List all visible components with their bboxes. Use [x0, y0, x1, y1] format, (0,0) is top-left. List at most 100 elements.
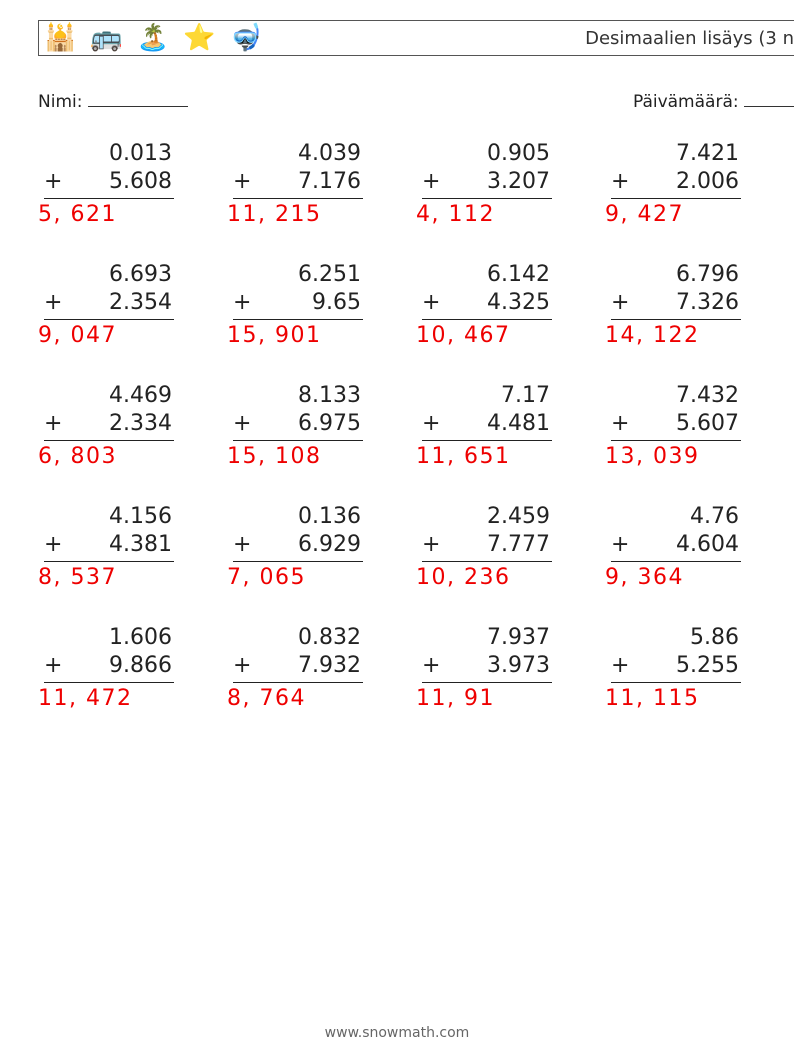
- answer: 11, 115: [605, 685, 755, 713]
- plus-icon: +: [422, 289, 440, 317]
- date-blank: [744, 92, 794, 107]
- answer: 10, 236: [416, 564, 566, 592]
- addend-bottom: +2.334: [44, 410, 174, 441]
- problem-stack: 5.86+5.255: [611, 624, 741, 683]
- plus-icon: +: [611, 531, 629, 559]
- problem: 6.693+2.3549, 047: [38, 261, 227, 350]
- addend-bottom-value: 3.207: [487, 169, 550, 194]
- problem-stack: 8.133+6.975: [233, 382, 363, 441]
- addend-bottom: +4.481: [422, 410, 552, 441]
- problem: 0.136+6.9297, 065: [227, 503, 416, 592]
- footer-url: www.snowmath.com: [0, 1025, 794, 1041]
- plus-icon: +: [233, 531, 251, 559]
- addend-bottom: +4.381: [44, 531, 174, 562]
- plus-icon: +: [44, 652, 62, 680]
- addend-top: 7.937: [422, 624, 552, 652]
- addend-bottom-value: 2.334: [109, 411, 172, 436]
- addend-bottom-value: 6.975: [298, 411, 361, 436]
- problem: 0.013+5.6085, 621: [38, 140, 227, 229]
- problem-stack: 4.039+7.176: [233, 140, 363, 199]
- addend-bottom: +7.932: [233, 652, 363, 683]
- addend-top: 0.832: [233, 624, 363, 652]
- problems-grid: 0.013+5.6085, 6214.039+7.17611, 2150.905…: [38, 140, 794, 713]
- header-icons: 🕌 🚌 🏝️ ⭐ 🤿: [44, 23, 262, 53]
- problem: 8.133+6.97515, 108: [227, 382, 416, 471]
- problem-stack: 7.421+2.006: [611, 140, 741, 199]
- plus-icon: +: [44, 531, 62, 559]
- answer: 9, 427: [605, 201, 755, 229]
- addend-bottom-value: 2.354: [109, 290, 172, 315]
- problem-stack: 0.136+6.929: [233, 503, 363, 562]
- addend-bottom-value: 2.006: [676, 169, 739, 194]
- addend-top: 0.013: [44, 140, 174, 168]
- pyramid-icon: 🕌: [44, 23, 76, 53]
- problem: 0.832+7.9328, 764: [227, 624, 416, 713]
- addend-bottom-value: 5.607: [676, 411, 739, 436]
- answer: 11, 215: [227, 201, 377, 229]
- addend-bottom-value: 4.381: [109, 532, 172, 557]
- addend-bottom-value: 3.973: [487, 653, 550, 678]
- addend-bottom: +9.866: [44, 652, 174, 683]
- addend-top: 4.469: [44, 382, 174, 410]
- plus-icon: +: [233, 289, 251, 317]
- problem: 1.606+9.86611, 472: [38, 624, 227, 713]
- addend-bottom-value: 9.65: [312, 290, 361, 315]
- plus-icon: +: [611, 168, 629, 196]
- palm-icon: 🏝️: [137, 23, 169, 53]
- problem-stack: 6.693+2.354: [44, 261, 174, 320]
- problem: 4.156+4.3818, 537: [38, 503, 227, 592]
- problem-stack: 4.156+4.381: [44, 503, 174, 562]
- answer: 8, 537: [38, 564, 188, 592]
- problem-stack: 0.905+3.207: [422, 140, 552, 199]
- starfish-icon: ⭐: [183, 23, 215, 53]
- addend-top: 4.039: [233, 140, 363, 168]
- addend-bottom: +6.929: [233, 531, 363, 562]
- addend-bottom: +4.325: [422, 289, 552, 320]
- addend-bottom-value: 5.255: [676, 653, 739, 678]
- answer: 15, 108: [227, 443, 377, 471]
- addend-top: 4.76: [611, 503, 741, 531]
- addend-top: 6.796: [611, 261, 741, 289]
- problem-stack: 6.142+4.325: [422, 261, 552, 320]
- problem-stack: 7.17+4.481: [422, 382, 552, 441]
- addend-bottom: +2.354: [44, 289, 174, 320]
- problem: 4.039+7.17611, 215: [227, 140, 416, 229]
- problem-stack: 0.832+7.932: [233, 624, 363, 683]
- problem: 5.86+5.25511, 115: [605, 624, 794, 713]
- addend-bottom-value: 5.608: [109, 169, 172, 194]
- problem: 6.796+7.32614, 122: [605, 261, 794, 350]
- answer: 7, 065: [227, 564, 377, 592]
- problem: 2.459+7.77710, 236: [416, 503, 605, 592]
- addend-top: 2.459: [422, 503, 552, 531]
- addend-top: 1.606: [44, 624, 174, 652]
- addend-bottom: +4.604: [611, 531, 741, 562]
- problem: 6.251+9.6515, 901: [227, 261, 416, 350]
- addend-top: 4.156: [44, 503, 174, 531]
- problem: 7.17+4.48111, 651: [416, 382, 605, 471]
- problem-stack: 7.937+3.973: [422, 624, 552, 683]
- problem: 0.905+3.2074, 112: [416, 140, 605, 229]
- problem-stack: 1.606+9.866: [44, 624, 174, 683]
- problem-stack: 2.459+7.777: [422, 503, 552, 562]
- label-row: Nimi: Päivämäärä:: [38, 92, 794, 112]
- problem-stack: 6.796+7.326: [611, 261, 741, 320]
- addend-bottom-value: 7.932: [298, 653, 361, 678]
- plus-icon: +: [611, 410, 629, 438]
- answer: 11, 472: [38, 685, 188, 713]
- addend-bottom-value: 7.777: [487, 532, 550, 557]
- problem-stack: 4.76+4.604: [611, 503, 741, 562]
- addend-bottom: +6.975: [233, 410, 363, 441]
- addend-bottom-value: 4.604: [676, 532, 739, 557]
- plus-icon: +: [422, 168, 440, 196]
- addend-top: 7.17: [422, 382, 552, 410]
- addend-top: 6.251: [233, 261, 363, 289]
- problem-stack: 6.251+9.65: [233, 261, 363, 320]
- addend-top: 6.693: [44, 261, 174, 289]
- worksheet-title: Desimaalien lisäys (3 n: [585, 28, 794, 49]
- problem: 6.142+4.32510, 467: [416, 261, 605, 350]
- addend-top: 7.432: [611, 382, 741, 410]
- addend-bottom: +5.255: [611, 652, 741, 683]
- addend-top: 5.86: [611, 624, 741, 652]
- problem: 4.76+4.6049, 364: [605, 503, 794, 592]
- plus-icon: +: [611, 289, 629, 317]
